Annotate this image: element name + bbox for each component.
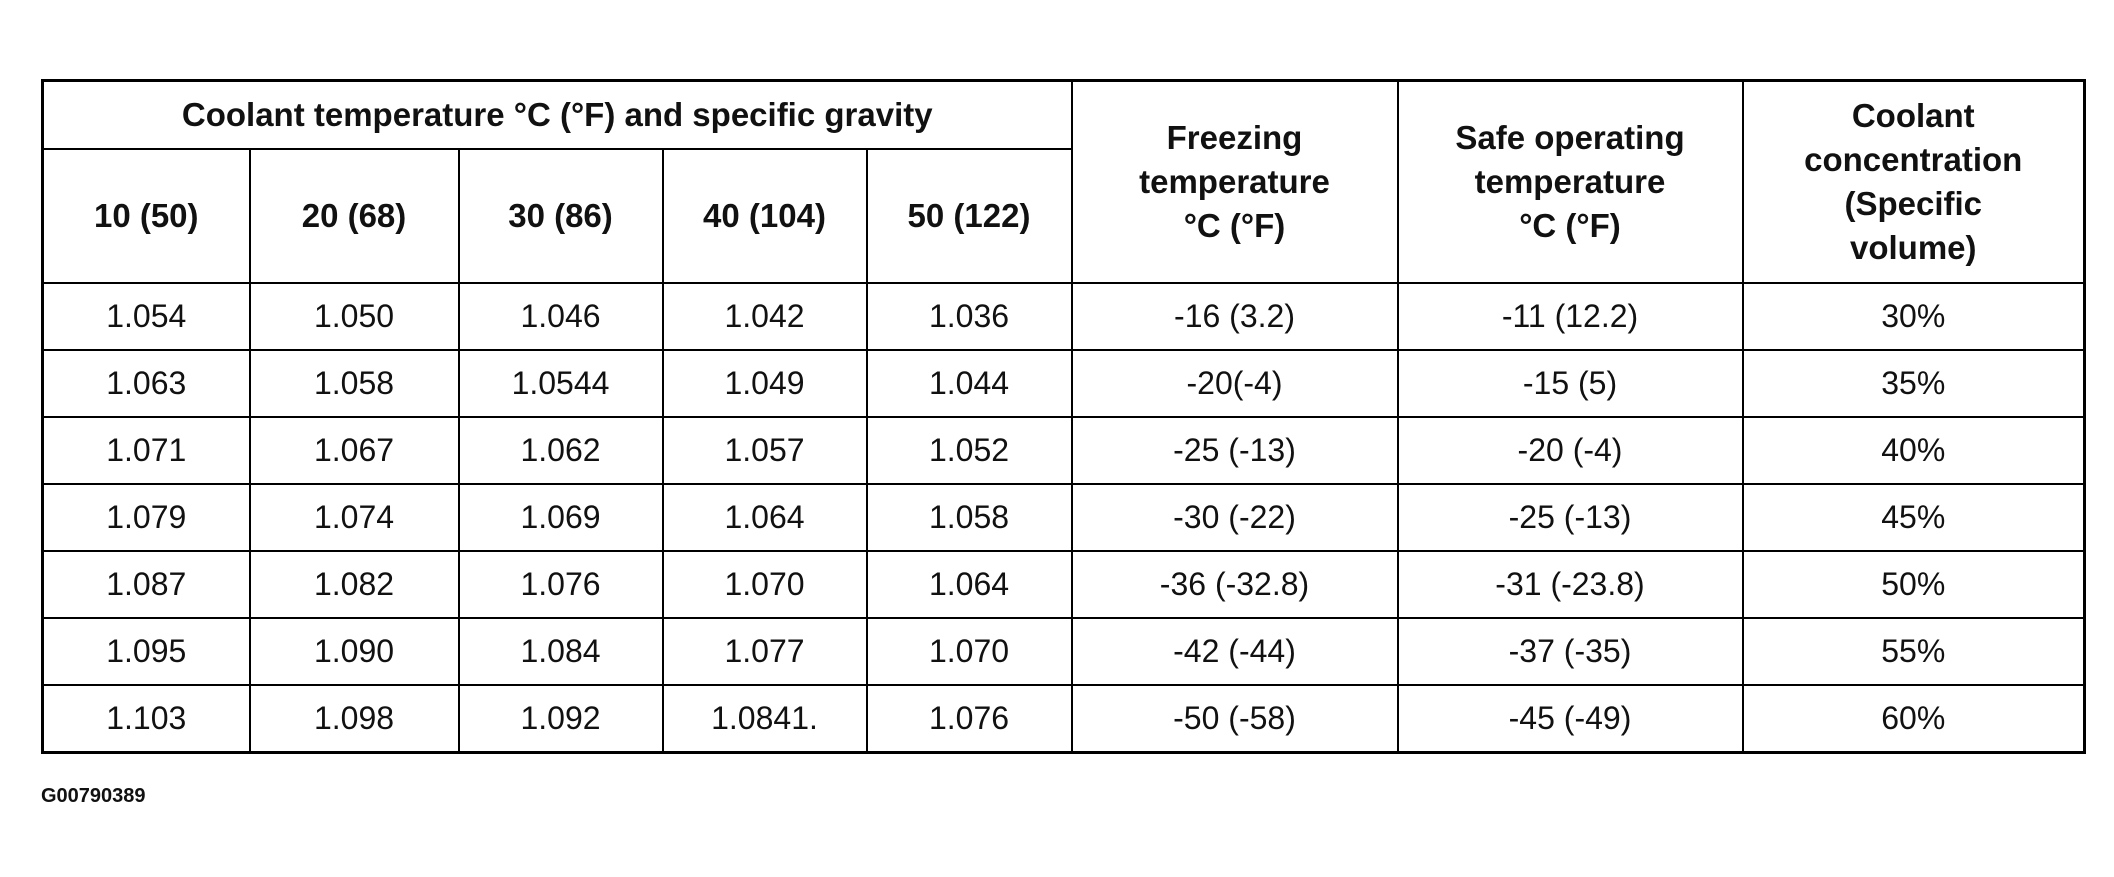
cell: -50 (-58) — [1070, 684, 1399, 754]
cell: 1.052 — [865, 416, 1073, 485]
cell: 1.057 — [661, 416, 868, 485]
cell: 40% — [1741, 416, 2086, 485]
cell: 1.049 — [661, 349, 868, 418]
cell: 1.046 — [457, 282, 664, 351]
data-row: 1.063 1.058 1.0544 1.049 1.044 -20(-4) -15 (5)… — [41, 349, 2086, 418]
cell: 1.090 — [248, 617, 460, 686]
cell: -37 (-35) — [1396, 617, 1744, 686]
cell: -20(-4) — [1070, 349, 1399, 418]
cell: 1.063 — [41, 349, 251, 418]
cell: 30% — [1741, 282, 2086, 351]
data-row: 1.095 1.090 1.084 1.077 1.070 -42 (-44) -37 (-… — [41, 617, 2086, 686]
header-row: Coolant temperature °C (°F) and specific… — [41, 79, 2086, 284]
cell: 45% — [1741, 483, 2086, 552]
cell: 1.092 — [457, 684, 664, 754]
data-row: 1.071 1.067 1.062 1.057 1.052 -25 (-13) -20 (-… — [41, 416, 2086, 485]
data-row: 1.087 1.082 1.076 1.070 1.064 -36 (-32.8) -31 … — [41, 550, 2086, 619]
column-header: Coolant concentration (Specific volume) — [1741, 79, 2086, 284]
data-row: 1.103 1.098 1.092 1.0841. 1.076 -50 (-58) -45 … — [41, 684, 2086, 754]
cell: 1.074 — [248, 483, 460, 552]
column-header: 10 (50) — [41, 148, 251, 284]
cell: 50% — [1741, 550, 2086, 619]
cell: 1.042 — [661, 282, 868, 351]
figure-code: G00790389 — [41, 785, 146, 807]
cell: 1.064 — [661, 483, 868, 552]
coolant-table: Coolant temperature °C (°F) and specific… — [41, 79, 2086, 754]
column-header: Freezing temperature °C (°F) — [1070, 79, 1399, 284]
column-header: 20 (68) — [248, 148, 460, 284]
column-header: 30 (86) — [457, 148, 664, 284]
cell: 60% — [1741, 684, 2086, 754]
cell: -42 (-44) — [1070, 617, 1399, 686]
cell: 1.079 — [41, 483, 251, 552]
cell: -25 (-13) — [1070, 416, 1399, 485]
cell: 1.098 — [248, 684, 460, 754]
cell: 1.044 — [865, 349, 1073, 418]
cell: 1.070 — [865, 617, 1073, 686]
cell: -16 (3.2) — [1070, 282, 1399, 351]
cell: 1.058 — [248, 349, 460, 418]
cell: 1.069 — [457, 483, 664, 552]
cell: -31 (-23.8) — [1396, 550, 1744, 619]
cell: 55% — [1741, 617, 2086, 686]
column-header: Safe operating temperature °C (°F) — [1396, 79, 1744, 284]
cell: 1.067 — [248, 416, 460, 485]
cell: 1.084 — [457, 617, 664, 686]
cell: -25 (-13) — [1396, 483, 1744, 552]
cell: 1.050 — [248, 282, 460, 351]
cell: 1.082 — [248, 550, 460, 619]
cell: 1.0841. — [661, 684, 868, 754]
cell: 1.0544 — [457, 349, 664, 418]
cell: 1.062 — [457, 416, 664, 485]
data-row: 1.054 1.050 1.046 1.042 1.036 -16 (3.2) -11 (1… — [41, 282, 2086, 351]
cell: -45 (-49) — [1396, 684, 1744, 754]
cell: 1.077 — [661, 617, 868, 686]
column-header: 40 (104) — [661, 148, 868, 284]
header-row: 10 (50) 20 (68) 30 (86) 40 (104) 50 (122) — [41, 148, 2085, 284]
cell: 1.058 — [865, 483, 1073, 552]
cell: -36 (-32.8) — [1070, 550, 1399, 619]
cell: 1.070 — [661, 550, 868, 619]
cell: -15 (5) — [1396, 349, 1744, 418]
cell: 1.076 — [457, 550, 664, 619]
cell: 1.064 — [865, 550, 1073, 619]
cell: 1.095 — [41, 617, 251, 686]
cell: 1.071 — [41, 416, 251, 485]
cell: -30 (-22) — [1070, 483, 1399, 552]
cell: 1.076 — [865, 684, 1073, 754]
cell: -11 (12.2) — [1396, 282, 1744, 351]
cell: -20 (-4) — [1396, 416, 1744, 485]
group-header: Coolant temperature °C (°F) and specific… — [41, 79, 1073, 150]
cell: 1.054 — [41, 282, 251, 351]
cell: 1.036 — [865, 282, 1073, 351]
column-header: 50 (122) — [865, 148, 1073, 284]
cell: 1.103 — [41, 684, 251, 754]
data-row: 1.079 1.074 1.069 1.064 1.058 -30 (-22) -25 (-… — [41, 483, 2086, 552]
cell: 35% — [1741, 349, 2086, 418]
cell: 1.087 — [41, 550, 251, 619]
